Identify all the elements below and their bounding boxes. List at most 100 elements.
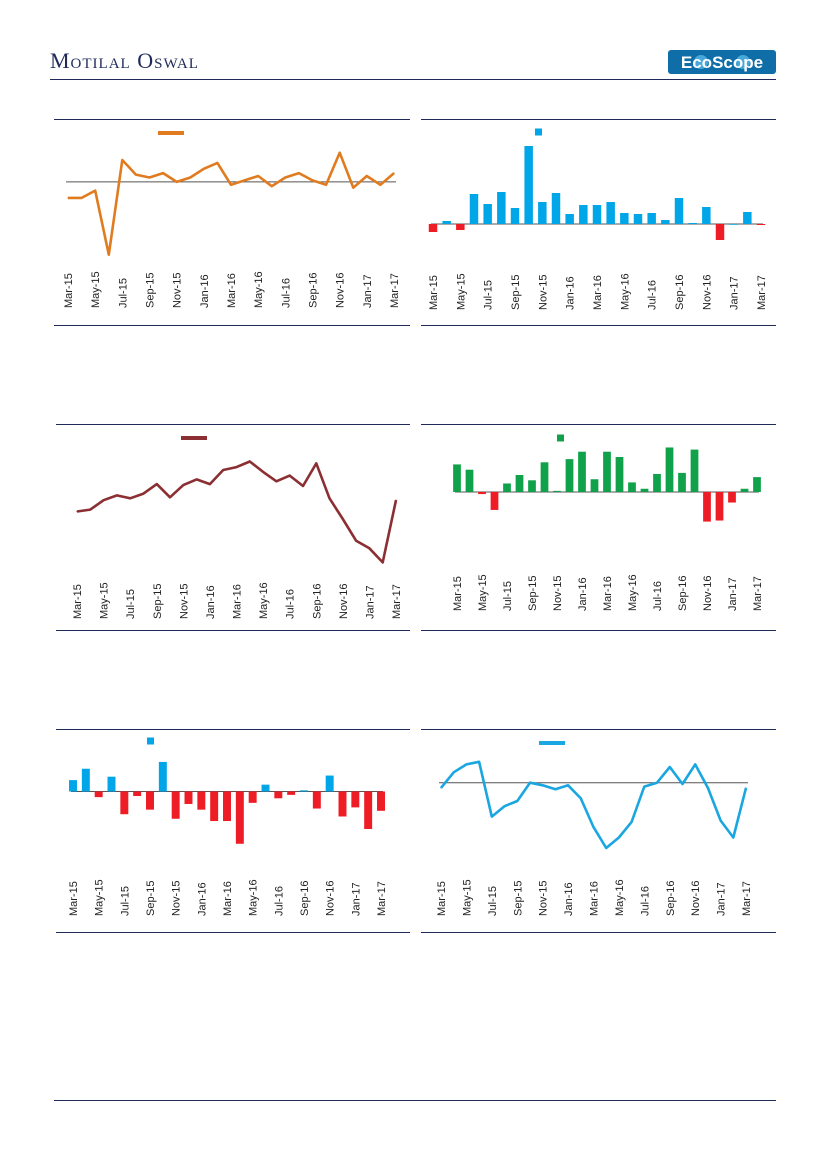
x-tick-label: Sep-15 (510, 275, 522, 310)
bar (551, 193, 561, 224)
bar (703, 491, 711, 522)
bar (300, 790, 308, 792)
data-point (643, 786, 645, 788)
data-point (182, 484, 184, 486)
x-tick-label: Nov-15 (538, 881, 550, 916)
x-tick-label: Mar-17 (376, 881, 388, 916)
data-point (516, 800, 518, 802)
x-tick-label: Jan-16 (205, 585, 217, 619)
x-tick-label: May-15 (94, 879, 106, 916)
data-point (257, 175, 259, 177)
bar (715, 224, 725, 240)
data-point (618, 836, 620, 839)
x-tick-label: May-16 (627, 574, 639, 611)
bar (756, 224, 766, 225)
x-tick-label: Jan-17 (350, 882, 362, 916)
x-tick-label: Nov-15 (537, 275, 549, 310)
x-tick-label: Sep-16 (299, 881, 311, 916)
legend-marker (535, 128, 542, 136)
bar (640, 488, 649, 492)
header-rule (50, 79, 776, 80)
bar (661, 220, 670, 224)
x-tick-label: Nov-15 (172, 273, 184, 308)
data-point (631, 821, 633, 823)
bar (442, 221, 451, 224)
bar (465, 469, 474, 492)
series-line (76, 460, 398, 564)
x-tick-label: Sep-15 (527, 576, 539, 611)
data-point (230, 184, 232, 186)
x-tick-label: Mar-16 (226, 273, 238, 308)
data-point (503, 805, 506, 807)
series-line (68, 151, 395, 256)
bar (688, 223, 697, 224)
data-point (275, 480, 277, 482)
x-tick-label: Nov-15 (178, 584, 190, 619)
data-point (311, 179, 314, 182)
data-point (249, 460, 251, 463)
bar (678, 472, 686, 492)
x-tick-label: Sep-16 (308, 273, 320, 308)
bar (171, 791, 180, 819)
bar (107, 776, 116, 792)
data-point (169, 496, 171, 498)
bar (364, 791, 373, 829)
x-tick-label: Jan-17 (362, 274, 374, 308)
data-point (262, 471, 264, 473)
chart-panel-1: Mar-15 May-15 Jul-15 Sep-15 Nov-15 Jan-16 Mar-… (54, 119, 410, 326)
legend-marker (147, 737, 154, 745)
data-point (342, 518, 344, 520)
x-tick-label: Nov-15 (552, 576, 564, 611)
bar (133, 791, 142, 797)
x-tick-label: Sep-16 (665, 881, 677, 916)
x-tick-label: Mar-15 (428, 275, 440, 310)
x-tick-label: Jan-16 (565, 276, 577, 310)
bar (197, 791, 206, 810)
footer-rule (54, 1100, 776, 1101)
data-point (271, 185, 273, 187)
x-tick-label: Nov-16 (325, 881, 337, 916)
data-point (129, 497, 131, 499)
bar (69, 780, 77, 792)
x-tick-label: Mar-16 (222, 881, 234, 916)
bar (351, 791, 360, 808)
bar (743, 212, 752, 224)
data-point (592, 826, 595, 828)
chart-3: Mar-15 May-15 Jul-15 Sep-15 Nov-15 Jan-16 Mar-… (72, 436, 403, 619)
data-point (366, 175, 368, 177)
data-point (116, 494, 118, 497)
data-point (235, 466, 238, 468)
chart-6: Mar-15 May-15 Jul-15 Sep-15 Nov-15 Jan-16 Mar-… (436, 741, 753, 916)
bar (428, 224, 438, 232)
data-point (102, 499, 105, 501)
x-tick-label: Jul-16 (647, 280, 659, 310)
bar (158, 761, 167, 792)
x-tick-label: Mar-15 (63, 273, 75, 308)
data-point (395, 499, 397, 501)
data-point (732, 836, 734, 839)
bar (146, 791, 154, 810)
bar (274, 791, 283, 799)
x-tick-label: May-15 (477, 574, 489, 611)
x-tick-label: Sep-16 (311, 584, 323, 619)
data-point (142, 492, 145, 495)
bar (615, 457, 624, 492)
data-point (289, 475, 291, 477)
x-tick-label: Jul-16 (280, 278, 292, 308)
bar (497, 192, 506, 224)
x-tick-label: Sep-16 (677, 576, 689, 611)
bar (235, 791, 244, 844)
data-point (156, 483, 158, 485)
bar (553, 490, 561, 492)
x-tick-label: May-16 (619, 273, 631, 310)
data-point (393, 172, 395, 174)
bar (728, 491, 736, 503)
bar (456, 224, 465, 230)
x-tick-label: Jul-16 (273, 886, 285, 916)
bar (702, 207, 711, 224)
bar (490, 491, 499, 510)
bar (653, 473, 661, 492)
data-point (298, 172, 300, 174)
bar (338, 791, 347, 817)
data-point (339, 152, 341, 154)
